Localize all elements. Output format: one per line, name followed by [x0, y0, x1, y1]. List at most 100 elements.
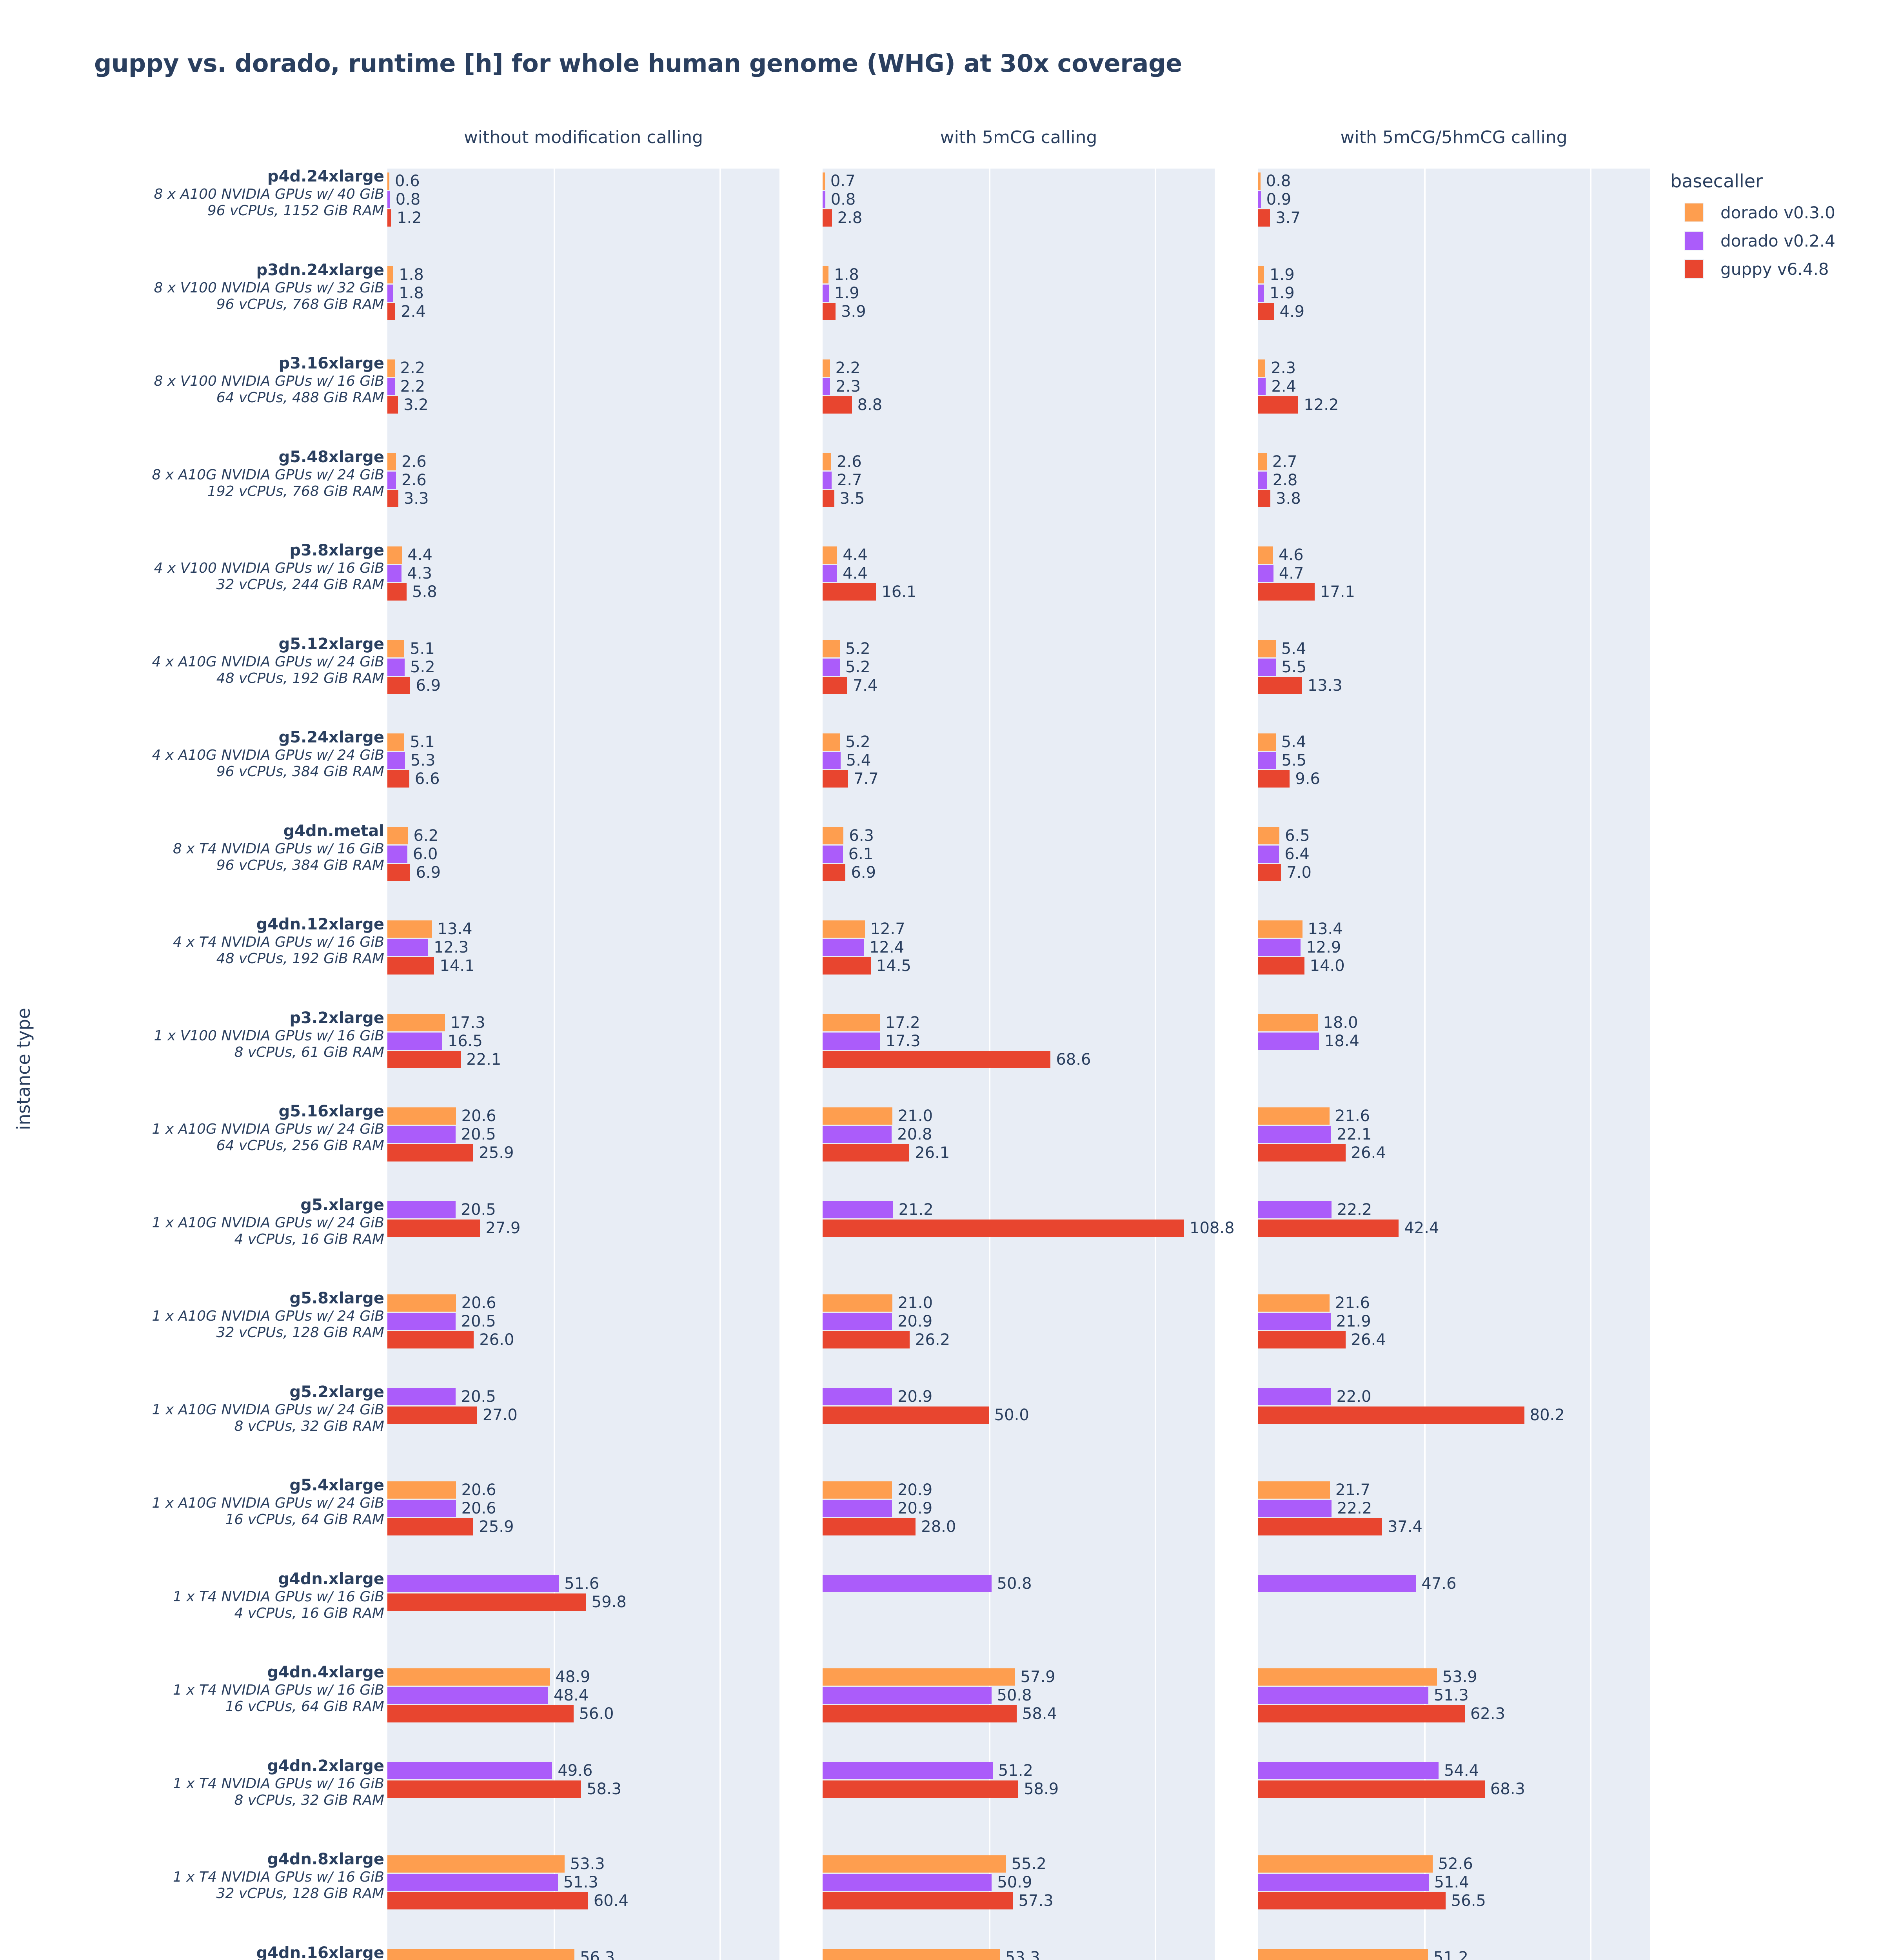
bar[interactable] [823, 266, 829, 283]
bar[interactable] [387, 1126, 456, 1143]
bar[interactable] [387, 677, 411, 694]
bar[interactable] [387, 1874, 558, 1891]
bar[interactable] [823, 827, 844, 844]
bar[interactable] [387, 359, 395, 377]
bar[interactable] [387, 1219, 480, 1237]
bar[interactable] [387, 1331, 474, 1348]
bar[interactable] [387, 1949, 575, 1960]
bar[interactable] [387, 396, 398, 414]
bar[interactable] [823, 1575, 992, 1592]
bar[interactable] [387, 939, 429, 956]
bar[interactable] [1258, 1892, 1446, 1909]
bar[interactable] [1258, 1294, 1330, 1312]
bar[interactable] [823, 845, 843, 863]
bar[interactable] [1258, 1668, 1437, 1686]
bar[interactable] [1258, 752, 1276, 769]
bar[interactable] [387, 845, 407, 863]
bar[interactable] [387, 1481, 456, 1499]
bar[interactable] [823, 1219, 1184, 1237]
bar[interactable] [1258, 1126, 1332, 1143]
bar[interactable] [387, 191, 390, 208]
bar[interactable] [1258, 490, 1271, 507]
bar[interactable] [1258, 1780, 1485, 1798]
bar[interactable] [823, 359, 830, 377]
bar[interactable] [1258, 677, 1302, 694]
bar[interactable] [387, 827, 408, 844]
bar[interactable] [823, 303, 836, 320]
bar[interactable] [1258, 209, 1270, 227]
bar[interactable] [823, 1051, 1051, 1068]
bar[interactable] [1258, 565, 1273, 582]
bar[interactable] [823, 920, 865, 938]
bar[interactable] [1258, 939, 1301, 956]
bar[interactable] [1258, 1014, 1318, 1031]
bar[interactable] [1258, 1949, 1428, 1960]
bar[interactable] [387, 284, 394, 302]
bar[interactable] [1258, 583, 1315, 601]
bar[interactable] [387, 1762, 552, 1779]
bar[interactable] [823, 1780, 1019, 1798]
bar[interactable] [1258, 1388, 1331, 1405]
bar[interactable] [1258, 1406, 1524, 1424]
bar[interactable] [387, 471, 396, 489]
bar[interactable] [387, 490, 398, 507]
bar[interactable] [823, 1500, 892, 1517]
bar[interactable] [387, 1406, 477, 1424]
bar[interactable] [823, 1126, 892, 1143]
bar[interactable] [823, 1892, 1013, 1909]
bar[interactable] [387, 733, 405, 751]
bar[interactable] [387, 1051, 461, 1068]
bar[interactable] [1258, 845, 1279, 863]
bar[interactable] [823, 1144, 910, 1161]
bar[interactable] [387, 1855, 565, 1873]
bar[interactable] [1258, 359, 1266, 377]
bar[interactable] [823, 1705, 1017, 1722]
bar[interactable] [1258, 378, 1266, 395]
bar[interactable] [823, 1032, 880, 1050]
bar[interactable] [823, 471, 832, 489]
bar[interactable] [387, 640, 405, 657]
bar[interactable] [1258, 1313, 1331, 1330]
bar[interactable] [1258, 1518, 1382, 1535]
bar[interactable] [1258, 957, 1304, 975]
legend-item-1[interactable]: dorado v0.3.0 [1684, 203, 1835, 222]
bar[interactable] [387, 1294, 456, 1312]
bar[interactable] [1258, 1575, 1416, 1592]
bar[interactable] [1258, 827, 1280, 844]
bar[interactable] [387, 1780, 581, 1798]
bar[interactable] [1258, 640, 1276, 657]
bar[interactable] [823, 1406, 989, 1424]
bar[interactable] [1258, 1107, 1330, 1125]
bar[interactable] [1258, 172, 1261, 190]
bar[interactable] [823, 378, 830, 395]
bar[interactable] [387, 546, 402, 564]
bar[interactable] [823, 1668, 1015, 1686]
bar[interactable] [387, 1705, 574, 1722]
bar[interactable] [823, 957, 871, 975]
bar[interactable] [823, 1518, 916, 1535]
bar[interactable] [1258, 864, 1281, 881]
bar[interactable] [1258, 396, 1299, 414]
bar[interactable] [823, 1388, 892, 1405]
bar[interactable] [823, 658, 840, 676]
bar[interactable] [823, 1762, 993, 1779]
bar[interactable] [1258, 1201, 1332, 1218]
bar[interactable] [1258, 1331, 1346, 1348]
bar[interactable] [1258, 1762, 1439, 1779]
bar[interactable] [387, 864, 411, 881]
bar[interactable] [823, 1874, 992, 1891]
bar[interactable] [1258, 1705, 1465, 1722]
bar[interactable] [1258, 1144, 1346, 1161]
bar[interactable] [823, 490, 834, 507]
bar[interactable] [387, 1500, 456, 1517]
bar[interactable] [823, 583, 876, 601]
bar[interactable] [823, 1014, 880, 1031]
bar[interactable] [1258, 770, 1290, 788]
bar[interactable] [1258, 303, 1274, 320]
bar[interactable] [823, 1481, 892, 1499]
bar[interactable] [387, 658, 405, 676]
bar[interactable] [823, 939, 864, 956]
bar[interactable] [1258, 546, 1273, 564]
legend-item-3[interactable]: guppy v6.4.8 [1684, 259, 1835, 279]
bar[interactable] [1258, 453, 1267, 470]
